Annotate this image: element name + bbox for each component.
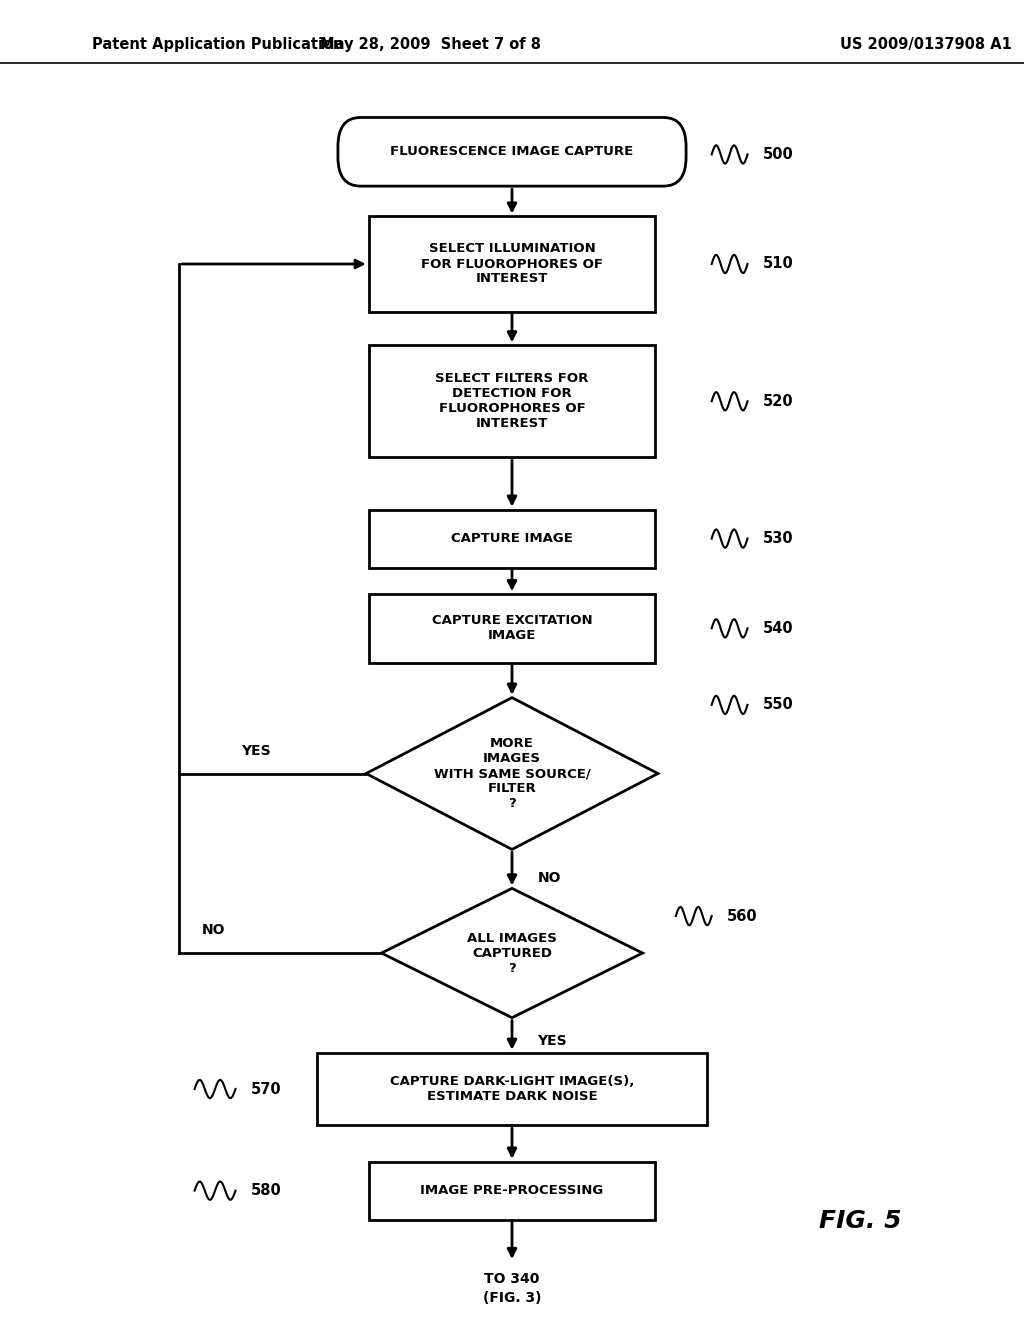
Text: 530: 530 (763, 531, 794, 546)
Text: IMAGE PRE-PROCESSING: IMAGE PRE-PROCESSING (421, 1184, 603, 1197)
Text: ALL IMAGES
CAPTURED
?: ALL IMAGES CAPTURED ? (467, 932, 557, 974)
Text: 510: 510 (763, 256, 794, 272)
Text: May 28, 2009  Sheet 7 of 8: May 28, 2009 Sheet 7 of 8 (319, 37, 541, 53)
Text: CAPTURE EXCITATION
IMAGE: CAPTURE EXCITATION IMAGE (432, 614, 592, 643)
Text: YES: YES (538, 1035, 567, 1048)
Text: 500: 500 (763, 147, 794, 162)
Polygon shape (381, 888, 643, 1018)
Text: TO 340: TO 340 (484, 1272, 540, 1287)
Text: CAPTURE DARK-LIGHT IMAGE(S),
ESTIMATE DARK NOISE: CAPTURE DARK-LIGHT IMAGE(S), ESTIMATE DA… (390, 1074, 634, 1104)
Bar (317, 1053, 707, 1125)
Bar (369, 1162, 655, 1220)
Text: YES: YES (241, 743, 270, 758)
Text: US 2009/0137908 A1: US 2009/0137908 A1 (840, 37, 1012, 53)
Text: 560: 560 (727, 908, 758, 924)
Bar (369, 346, 655, 458)
Text: FIG. 5: FIG. 5 (819, 1209, 902, 1233)
Polygon shape (367, 697, 657, 850)
Text: 580: 580 (251, 1183, 282, 1199)
Bar (369, 216, 655, 312)
Text: 520: 520 (763, 393, 794, 409)
FancyBboxPatch shape (338, 117, 686, 186)
Text: FLUORESCENCE IMAGE CAPTURE: FLUORESCENCE IMAGE CAPTURE (390, 145, 634, 158)
Text: NO: NO (538, 871, 561, 886)
Bar (369, 510, 655, 568)
Text: 570: 570 (251, 1081, 282, 1097)
Bar (369, 594, 655, 663)
Text: CAPTURE IMAGE: CAPTURE IMAGE (451, 532, 573, 545)
Text: SELECT FILTERS FOR
DETECTION FOR
FLUOROPHORES OF
INTEREST: SELECT FILTERS FOR DETECTION FOR FLUOROP… (435, 372, 589, 430)
Text: Patent Application Publication: Patent Application Publication (92, 37, 344, 53)
Text: MORE
IMAGES
WITH SAME SOURCE/
FILTER
?: MORE IMAGES WITH SAME SOURCE/ FILTER ? (433, 737, 591, 810)
Text: 550: 550 (763, 697, 794, 713)
Text: SELECT ILLUMINATION
FOR FLUOROPHORES OF
INTEREST: SELECT ILLUMINATION FOR FLUOROPHORES OF … (421, 243, 603, 285)
Text: 540: 540 (763, 620, 794, 636)
Text: NO: NO (202, 923, 225, 937)
Text: (FIG. 3): (FIG. 3) (482, 1291, 542, 1305)
